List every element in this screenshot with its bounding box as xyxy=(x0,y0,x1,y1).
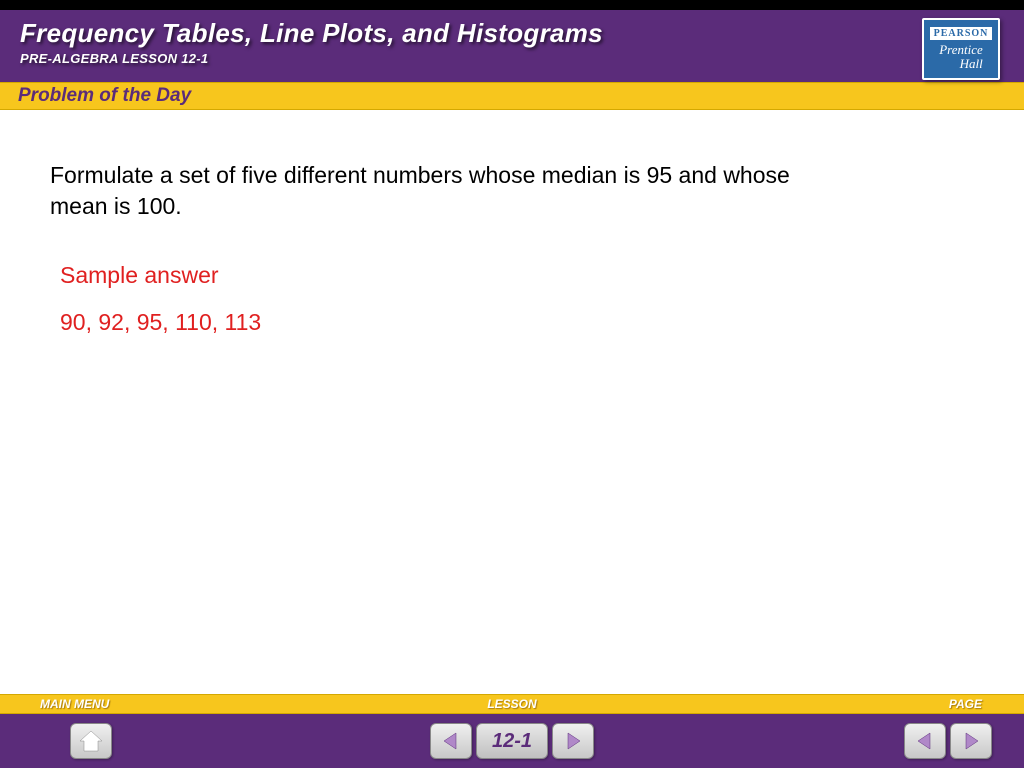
pearson-logo: PEARSON Prentice Hall xyxy=(922,18,1000,80)
page-prev-button[interactable] xyxy=(904,723,946,759)
footer-label-main-menu: MAIN MENU xyxy=(40,697,109,711)
main-menu-button[interactable] xyxy=(70,723,112,759)
footer: MAIN MENU LESSON PAGE 12-1 xyxy=(0,694,1024,768)
header: Frequency Tables, Line Plots, and Histog… xyxy=(0,10,1024,82)
logo-brand: PEARSON xyxy=(930,27,993,40)
lesson-nav-group: 12-1 xyxy=(430,723,594,759)
section-bar: Problem of the Day xyxy=(0,82,1024,110)
top-black-bar xyxy=(0,0,1024,10)
footer-label-page: PAGE xyxy=(949,697,982,711)
question-text: Formulate a set of five different number… xyxy=(50,160,850,222)
footer-nav-bar: 12-1 xyxy=(0,714,1024,768)
content-area: Formulate a set of five different number… xyxy=(0,110,1024,336)
section-label: Problem of the Day xyxy=(18,85,191,107)
footer-label-bar: MAIN MENU LESSON PAGE xyxy=(0,694,1024,714)
answer-values: 90, 92, 95, 110, 113 xyxy=(60,309,974,336)
lesson-next-button[interactable] xyxy=(552,723,594,759)
lesson-prev-button[interactable] xyxy=(430,723,472,759)
arrow-right-icon xyxy=(562,730,584,752)
lesson-number-display: 12-1 xyxy=(476,723,548,759)
page-nav-group xyxy=(904,723,992,759)
answer-label: Sample answer xyxy=(60,262,974,289)
arrow-left-icon xyxy=(914,730,936,752)
lesson-subtitle: PRE-ALGEBRA LESSON 12-1 xyxy=(20,51,1004,66)
footer-label-lesson: LESSON xyxy=(487,697,536,711)
lesson-title: Frequency Tables, Line Plots, and Histog… xyxy=(20,18,1004,49)
arrow-left-icon xyxy=(440,730,462,752)
page-next-button[interactable] xyxy=(950,723,992,759)
arrow-right-icon xyxy=(960,730,982,752)
logo-imprint: Prentice Hall xyxy=(939,43,983,72)
home-icon xyxy=(78,729,104,753)
